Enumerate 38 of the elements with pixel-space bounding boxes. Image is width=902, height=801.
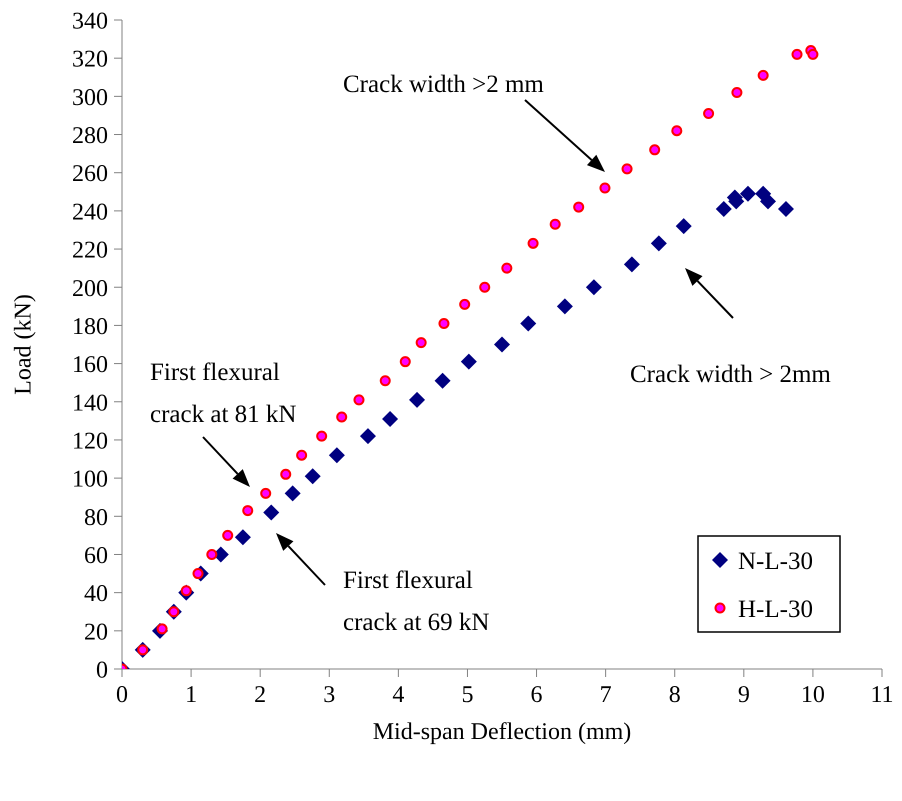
y-tick-label: 20: [84, 619, 108, 646]
x-tick-label: 6: [530, 682, 543, 708]
y-tick-label: 300: [72, 84, 108, 111]
x-axis-title: Mid-span Deflection (mm): [372, 719, 632, 745]
y-tick-label: 280: [72, 123, 108, 150]
y-tick-label: 120: [72, 428, 108, 454]
y-tick-label: 180: [72, 314, 108, 340]
y-tick-label: 140: [72, 390, 108, 416]
x-tick-label: 9: [738, 682, 750, 708]
annotation: First flexural crack at 69 kN: [343, 567, 490, 636]
x-tick-label: 8: [668, 682, 681, 708]
y-tick-label: 240: [72, 199, 108, 226]
y-tick-label: 260: [72, 161, 108, 188]
x-tick-label: 10: [800, 682, 825, 708]
y-tick-label: 160: [72, 352, 108, 378]
y-tick-label: 200: [72, 276, 108, 302]
y-axis-title: Load (kN): [10, 294, 37, 395]
legend-label: N-L-30: [738, 548, 813, 575]
x-tick-label: 4: [392, 682, 404, 708]
y-tick-label: 100: [72, 466, 108, 493]
annotation: First flexural crack at 81 kN: [150, 359, 296, 428]
annotation: Crack width >2 mm: [343, 71, 544, 98]
y-tick-label: 0: [96, 658, 108, 684]
y-tick-label: 60: [84, 542, 108, 569]
y-tick-label: 40: [84, 581, 108, 608]
annotation: Crack width > 2mm: [630, 361, 832, 388]
legend-label: H-L-30: [738, 596, 813, 623]
x-tick-label: 0: [116, 682, 128, 708]
x-tick-label: 11: [870, 682, 894, 708]
x-tick-label: 3: [323, 682, 336, 708]
y-tick-label: 220: [72, 238, 108, 264]
x-tick-label: 5: [461, 682, 474, 708]
y-tick-label: 320: [72, 46, 108, 73]
y-tick-label: 80: [84, 504, 108, 531]
x-tick-label: 2: [254, 682, 266, 708]
y-tick-label: 340: [72, 8, 108, 35]
x-tick-label: 1: [185, 682, 198, 708]
x-tick-label: 7: [600, 682, 612, 708]
